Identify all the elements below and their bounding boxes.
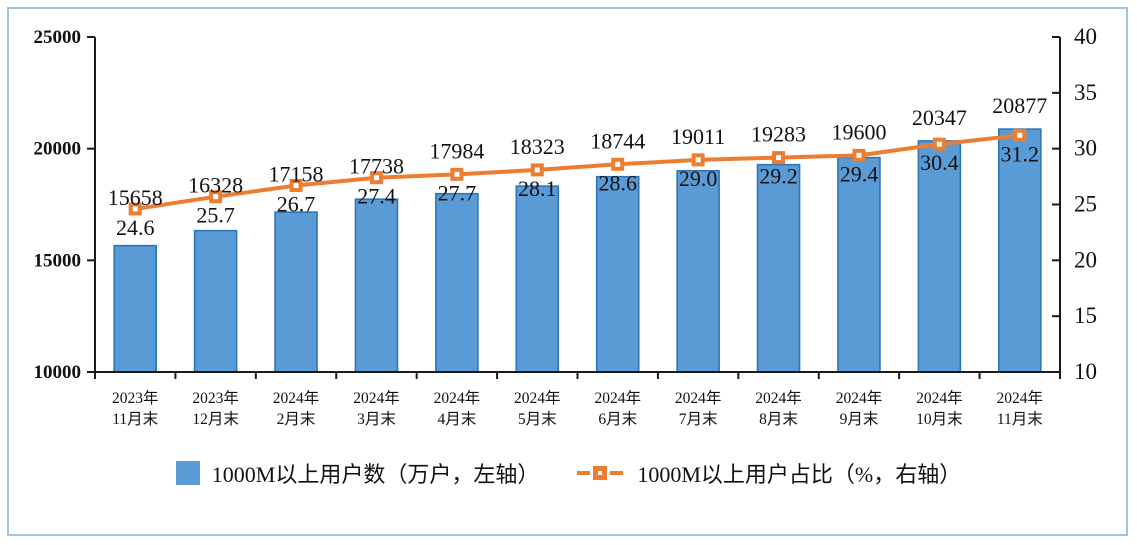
line-percent-label: 27.4 [357, 184, 396, 209]
line-percent-label: 27.7 [438, 180, 477, 205]
line-percent-label: 24.6 [116, 215, 155, 240]
left-axis-tick-label: 15000 [34, 250, 82, 271]
percent-line [134, 133, 1021, 211]
right-axis-tick-label: 10 [1074, 359, 1097, 384]
line-marker-center [213, 194, 219, 200]
bar [435, 192, 479, 373]
bar-series-swatch-icon [175, 461, 200, 485]
right-axis-tick-label: 35 [1074, 80, 1097, 105]
line-marker-center [776, 155, 782, 161]
legend: 1000M以上用户数（万户，左轴） 1000M以上用户占比（%，右轴） [0, 446, 1137, 500]
line-percent-label: 31.2 [1001, 141, 1040, 166]
line-percent-label: 29.0 [679, 166, 718, 191]
x-category-label-year: 2024年 [353, 389, 400, 407]
x-category-label-year: 2024年 [997, 389, 1044, 407]
bar-value-label: 20347 [912, 105, 967, 130]
right-axis-tick-label: 30 [1074, 136, 1097, 161]
bar [193, 229, 238, 373]
line-marker-center [936, 141, 942, 147]
left-axis-tick-label: 10000 [34, 362, 82, 383]
legend-item-bar-series: 1000M以上用户数（万户，左轴） [175, 457, 540, 489]
x-category-label-year: 2024年 [514, 389, 561, 407]
line-marker-center [454, 171, 460, 177]
left-axis-tick-label: 20000 [34, 139, 82, 160]
bar-value-label: 17738 [349, 154, 404, 179]
line-marker-center [132, 206, 138, 212]
bar-value-label: 20877 [992, 93, 1047, 118]
line-marker-center [534, 167, 540, 173]
line-marker-center [615, 161, 621, 167]
right-axis-tick-label: 15 [1074, 303, 1097, 328]
bar [837, 156, 881, 373]
bar [113, 244, 158, 373]
line-percent-label: 26.7 [277, 192, 316, 217]
legend-label-line-series: 1000M以上用户占比（%，右轴） [637, 462, 962, 487]
x-category-label-month: 11月末 [997, 410, 1043, 428]
left-axis-tick-label: 25000 [34, 27, 82, 48]
line-percent-label: 25.7 [196, 203, 235, 228]
right-axis-tick-label: 25 [1074, 192, 1097, 217]
x-category-label-month: 2月末 [277, 410, 316, 428]
line-series-marker-icon [577, 466, 624, 480]
right-axis-tick-label: 40 [1074, 24, 1097, 49]
x-category-label-year: 2024年 [755, 389, 802, 407]
bar-value-label: 17984 [429, 138, 484, 163]
line-percent-label: 29.4 [840, 161, 879, 186]
legend-label-bar-series: 1000M以上用户数（万户，左轴） [211, 462, 540, 487]
bar [274, 211, 318, 373]
line-percent-label: 28.6 [598, 170, 637, 195]
line-percent-label: 29.2 [759, 164, 798, 189]
bar-value-label: 16328 [188, 173, 243, 198]
bar-value-label: 19600 [831, 119, 886, 144]
x-category-label-month: 11月末 [112, 410, 158, 428]
x-category-label-year: 2024年 [916, 389, 963, 407]
x-category-label-year: 2023年 [192, 389, 239, 407]
bar-value-label: 15658 [108, 185, 163, 210]
line-marker-center [695, 157, 701, 163]
bar [917, 140, 962, 373]
line-percent-label: 30.4 [920, 150, 959, 175]
x-category-label-year: 2024年 [434, 389, 481, 407]
bar [354, 198, 399, 373]
x-category-label-year: 2024年 [675, 389, 722, 407]
x-category-label-month: 3月末 [357, 410, 396, 428]
x-category-label-month: 4月末 [437, 410, 476, 428]
x-category-label-year: 2024年 [594, 389, 641, 407]
legend-item-line-series: 1000M以上用户占比（%，右轴） [577, 457, 961, 489]
bar [756, 163, 801, 373]
x-category-label-year: 2024年 [273, 389, 320, 407]
bar-value-label: 19283 [751, 122, 806, 147]
bar [676, 169, 720, 373]
line-marker-center [373, 175, 379, 181]
x-category-label-year: 2023年 [112, 389, 159, 407]
right-axis-tick-label: 20 [1074, 247, 1097, 272]
bar-value-label: 19011 [671, 124, 725, 149]
x-category-label-month: 8月末 [759, 410, 798, 428]
bar-value-label: 18744 [590, 128, 645, 153]
x-category-label-year: 2024年 [836, 389, 883, 407]
bar-value-label: 18323 [510, 134, 565, 159]
line-marker-center [293, 183, 299, 189]
line-marker-center [1017, 132, 1023, 138]
x-category-label-month: 9月末 [840, 410, 879, 428]
x-category-label-month: 10月末 [916, 410, 963, 428]
line-marker-center [856, 152, 862, 158]
bar-value-label: 17158 [269, 162, 324, 187]
x-category-label-month: 12月末 [192, 410, 239, 428]
bar [515, 185, 560, 373]
bar [595, 175, 640, 373]
x-category-label-month: 7月末 [679, 410, 718, 428]
x-category-label-month: 6月末 [598, 410, 637, 428]
line-percent-label: 28.1 [518, 176, 557, 201]
x-category-label-month: 5月末 [518, 410, 557, 428]
